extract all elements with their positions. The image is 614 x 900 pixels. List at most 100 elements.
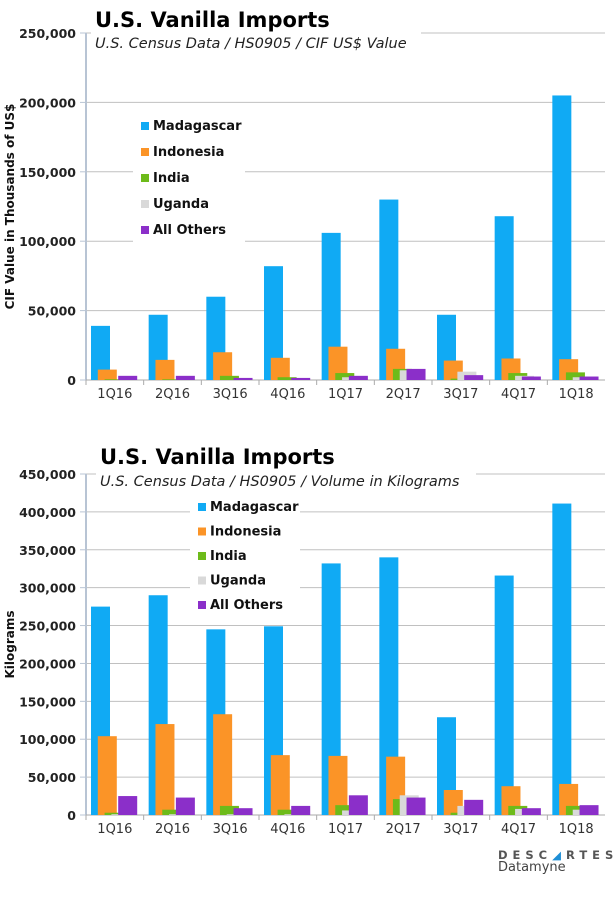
y-tick-label: 50,000 bbox=[28, 304, 77, 319]
legend-swatch-indonesia bbox=[141, 148, 149, 156]
y-tick-label: 300,000 bbox=[19, 581, 76, 596]
x-tick-label: 4Q17 bbox=[501, 822, 536, 837]
bar-all-others-2q17 bbox=[406, 797, 426, 815]
x-tick-label: 2Q16 bbox=[155, 822, 190, 837]
bar-indonesia-2q16 bbox=[155, 724, 175, 815]
bar-all-others-2q16 bbox=[175, 375, 195, 380]
bar-all-others-2q17 bbox=[406, 368, 426, 380]
chart-1: 0 50,000 100,000 150,000 200,000 250,000 1Q16 2… bbox=[3, 3, 605, 402]
legend-swatch-uganda bbox=[141, 200, 149, 208]
legend-swatch-all-others bbox=[141, 226, 149, 234]
y-tick-label: 0 bbox=[67, 373, 76, 388]
bar-madagascar-1q18 bbox=[552, 95, 572, 381]
bar-all-others-3q16 bbox=[233, 377, 253, 380]
bar-madagascar-1q18 bbox=[552, 503, 572, 815]
x-tick-label: 4Q17 bbox=[501, 387, 536, 402]
legend-background bbox=[190, 495, 300, 615]
legend-swatch-all-others bbox=[198, 601, 206, 609]
bar-indonesia-1q16 bbox=[97, 369, 117, 380]
legend-label: All Others bbox=[153, 223, 226, 238]
bar-madagascar-1q17 bbox=[321, 563, 341, 815]
bar-all-others-3q17 bbox=[464, 799, 484, 815]
legend-swatch-india bbox=[141, 174, 149, 182]
bar-all-others-2q16 bbox=[175, 797, 195, 815]
x-tick-label: 1Q16 bbox=[97, 387, 132, 402]
legend-swatch-india bbox=[198, 552, 206, 560]
y-axis-label: Kilograms bbox=[3, 610, 17, 678]
legend-label: Uganda bbox=[210, 574, 266, 589]
legend-swatch-madagascar bbox=[141, 122, 149, 130]
legend-background bbox=[133, 114, 245, 246]
y-tick-label: 50,000 bbox=[28, 770, 77, 785]
y-tick-label: 400,000 bbox=[19, 505, 76, 520]
bar-india-4q16 bbox=[277, 377, 297, 380]
bar-indonesia-1q17 bbox=[328, 755, 348, 815]
bar-all-others-1q18 bbox=[579, 805, 599, 815]
x-tick-label: 4Q16 bbox=[270, 822, 305, 837]
logo-line2: Datamyne bbox=[498, 860, 566, 875]
chart-subtitle: U.S. Census Data / HS0905 / CIF US$ Valu… bbox=[95, 36, 407, 52]
bar-all-others-3q17 bbox=[464, 375, 484, 380]
bar-indonesia-3q16 bbox=[213, 714, 233, 815]
x-tick-label: 3Q16 bbox=[213, 387, 248, 402]
legend-label: India bbox=[210, 549, 247, 564]
y-tick-label: 100,000 bbox=[19, 732, 76, 747]
y-tick-label: 150,000 bbox=[19, 165, 76, 180]
bar-india-1q17 bbox=[335, 373, 355, 380]
x-tick-label: 1Q17 bbox=[328, 822, 363, 837]
bar-india-2q16 bbox=[162, 809, 182, 815]
y-tick-label: 100,000 bbox=[19, 234, 76, 249]
x-tick-label: 1Q18 bbox=[559, 822, 594, 837]
descartes-datamyne-logo: DESC◢RTES Datamyne bbox=[498, 848, 614, 875]
x-tick-label: 1Q16 bbox=[97, 822, 132, 837]
bar-all-others-1q17 bbox=[348, 375, 368, 380]
bar-madagascar-2q17 bbox=[379, 557, 399, 815]
y-tick-label: 200,000 bbox=[19, 95, 76, 110]
y-tick-label: 450,000 bbox=[19, 467, 76, 482]
legend-label: Indonesia bbox=[153, 145, 224, 160]
chart-subtitle: U.S. Census Data / HS0905 / Volume in Ki… bbox=[100, 474, 460, 490]
title-background bbox=[91, 3, 421, 53]
legend-swatch-indonesia bbox=[198, 527, 206, 536]
bar-india-4q16 bbox=[277, 809, 297, 815]
bar-all-others-1q17 bbox=[348, 795, 368, 815]
legend-swatch-madagascar bbox=[198, 503, 206, 511]
legend-label: Madagascar bbox=[153, 119, 242, 134]
bar-madagascar-2q17 bbox=[379, 199, 399, 380]
x-tick-label: 2Q17 bbox=[386, 387, 421, 402]
bar-indonesia-4q16 bbox=[270, 755, 290, 815]
title-background bbox=[96, 440, 476, 490]
bar-indonesia-1q16 bbox=[97, 736, 117, 815]
y-tick-label: 0 bbox=[67, 808, 76, 823]
bar-indonesia-4q16 bbox=[270, 357, 290, 380]
legend-label: Madagascar bbox=[210, 500, 299, 515]
bar-india-1q18 bbox=[565, 372, 585, 380]
legend-label: Indonesia bbox=[210, 525, 281, 540]
chart-2: 0 50,000 100,000 150,000 200,000 250,000 300,0… bbox=[3, 440, 605, 837]
bar-india-1q16 bbox=[104, 812, 124, 815]
chart-title: U.S. Vanilla Imports bbox=[95, 8, 330, 32]
bar-indonesia-3q16 bbox=[213, 352, 233, 380]
bar-indonesia-1q17 bbox=[328, 346, 348, 380]
x-tick-label: 2Q16 bbox=[155, 387, 190, 402]
bar-all-others-1q18 bbox=[579, 376, 599, 380]
x-tick-label: 3Q17 bbox=[443, 822, 478, 837]
y-tick-label: 150,000 bbox=[19, 694, 76, 709]
bar-madagascar-4q17 bbox=[494, 575, 514, 815]
bar-all-others-1q16 bbox=[118, 375, 138, 380]
y-axis-label: CIF Value in Thousands of US$ bbox=[3, 104, 17, 310]
x-tick-label: 1Q18 bbox=[559, 387, 594, 402]
x-tick-label: 4Q16 bbox=[270, 387, 305, 402]
x-tick-label: 3Q16 bbox=[213, 822, 248, 837]
legend-label: All Others bbox=[210, 598, 283, 613]
y-tick-label: 250,000 bbox=[19, 619, 76, 634]
bar-madagascar-4q16 bbox=[264, 266, 283, 380]
logo-line1: DESC◢RTES bbox=[498, 848, 614, 862]
bar-india-1q16 bbox=[104, 379, 124, 380]
bar-all-others-4q17 bbox=[521, 376, 541, 380]
bar-india-3q16 bbox=[219, 805, 239, 815]
bar-india-3q16 bbox=[219, 375, 239, 380]
bar-all-others-4q16 bbox=[291, 805, 311, 815]
bar-all-others-1q16 bbox=[118, 796, 138, 815]
